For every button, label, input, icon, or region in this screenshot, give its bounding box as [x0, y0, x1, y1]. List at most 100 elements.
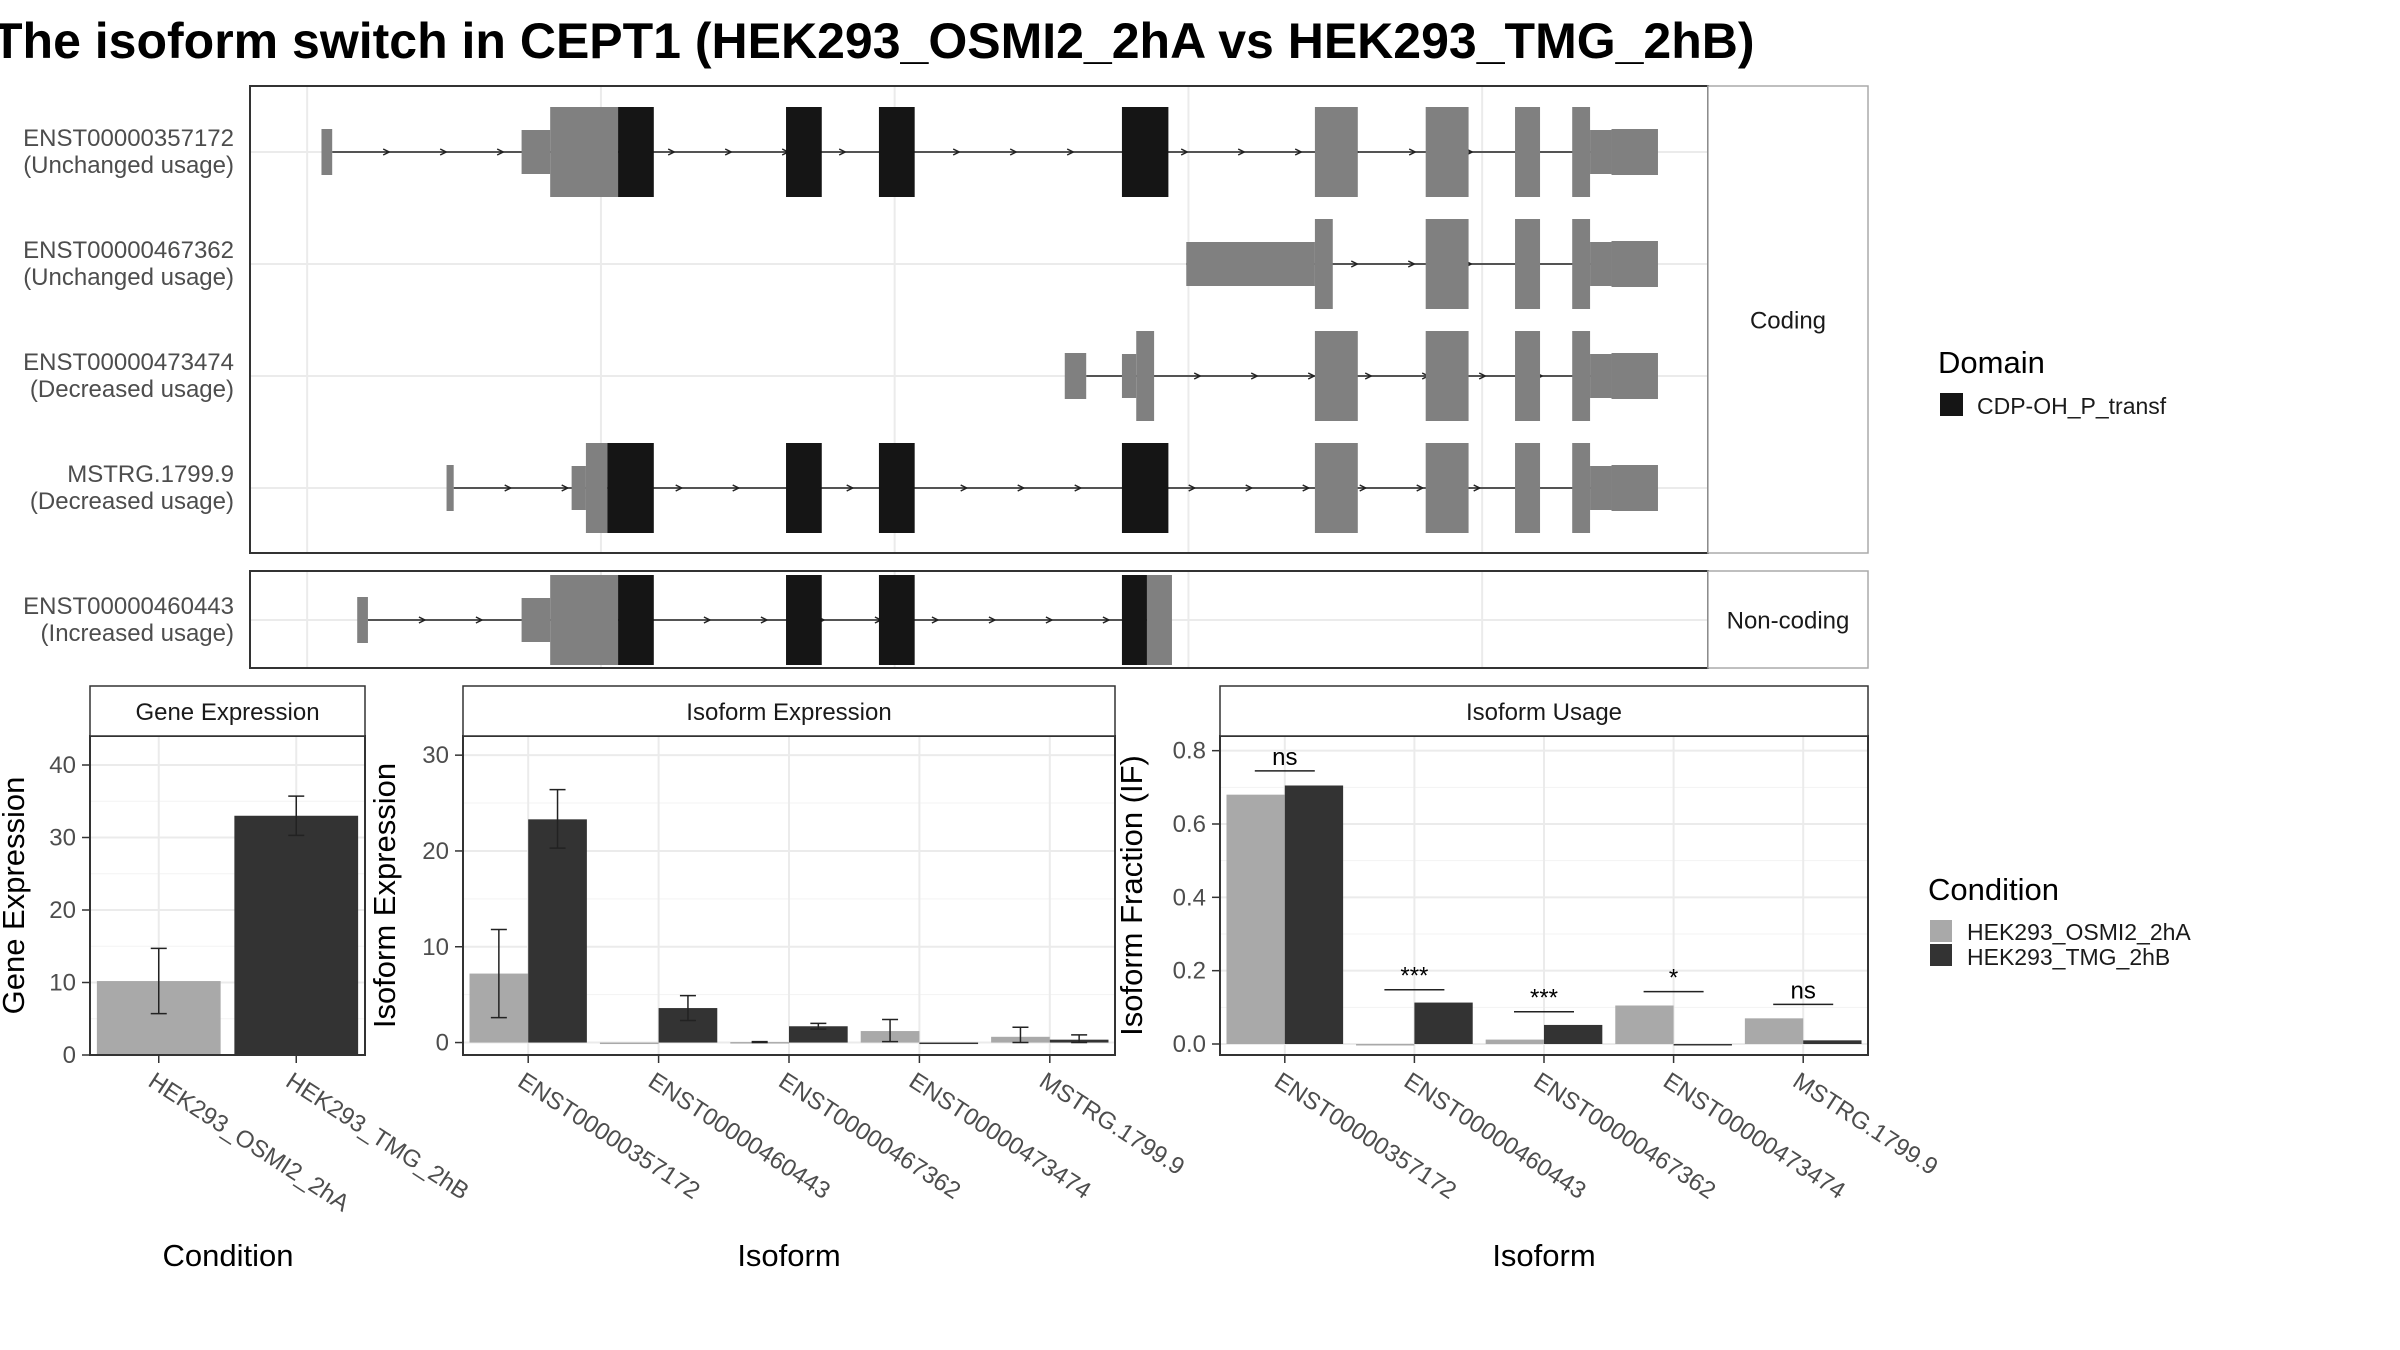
x-axis-title: Isoform: [1492, 1238, 1595, 1273]
x-axis-title: Isoform: [737, 1238, 840, 1273]
intron-arrow: [1180, 148, 1189, 156]
exon-utr: [1314, 219, 1333, 309]
exon-utr: [1572, 443, 1591, 533]
intron-arrow: [496, 148, 505, 156]
y-axis-title: Gene Expression: [0, 777, 31, 1015]
intron-arrow: [1307, 372, 1316, 380]
exon-utr: [1590, 130, 1612, 174]
exon-coding-domain: [878, 443, 915, 533]
exon-utr: [1515, 107, 1541, 197]
y-tick-label: 20: [422, 838, 449, 865]
condition-legend: Condition HEK293_OSMI2_2hA HEK293_TMG_2h…: [1928, 872, 2191, 970]
exon-utr: [1590, 242, 1612, 286]
intron-arrow: [1364, 372, 1373, 380]
intron-arrow: [561, 484, 570, 492]
exon-utr: [1611, 353, 1658, 399]
exon-coding-domain: [607, 443, 654, 533]
significance-label: ns: [1791, 977, 1816, 1004]
intron-arrow: [1350, 260, 1359, 268]
exon-utr: [571, 466, 586, 510]
exon-utr: [1515, 443, 1541, 533]
exon-coding-domain: [878, 575, 915, 665]
y-tick-label: 30: [422, 742, 449, 769]
bar-panel-isoform-expression: Isoform Expression 0 10 20 30 Isoform Express…: [367, 685, 1189, 1273]
exon-utr: [1611, 241, 1658, 287]
exon-utr: [1515, 219, 1541, 309]
exon-utr: [321, 129, 333, 175]
intron-arrow: [1009, 148, 1018, 156]
exon-utr: [1064, 353, 1087, 399]
intron-arrow: [1407, 260, 1416, 268]
bar: [1673, 1044, 1732, 1046]
intron-arrow: [732, 484, 741, 492]
y-tick-label: 0: [63, 1042, 76, 1069]
bar-panel-strip-label: Gene Expression: [135, 699, 319, 726]
exon-utr: [1611, 465, 1658, 511]
exon-utr: [1425, 443, 1469, 533]
intron-arrow: [382, 148, 391, 156]
exon-utr: [550, 575, 619, 665]
intron-arrow: [1074, 484, 1083, 492]
significance-label: ***: [1530, 985, 1558, 1012]
structure-strip: [1707, 85, 1869, 554]
exon-coding-domain: [1121, 575, 1147, 665]
structure-strip-label: Non-coding: [1727, 608, 1850, 635]
intron-arrow: [418, 616, 427, 624]
y-tick-label: 0.8: [1173, 738, 1206, 765]
exon-utr: [1572, 331, 1591, 421]
transcript-usage-label: (Decreased usage): [30, 488, 234, 515]
intron-arrow: [988, 616, 997, 624]
exon-coding-domain: [786, 575, 822, 665]
intron-arrow: [1066, 148, 1075, 156]
intron-arrow: [1478, 372, 1487, 380]
exon-coding-domain: [618, 107, 654, 197]
y-tick-label: 0.6: [1173, 811, 1206, 838]
domain-legend-title: Domain: [1938, 345, 2045, 380]
exon-utr: [357, 597, 368, 643]
exon-utr: [1146, 575, 1172, 665]
intron-arrow: [1359, 484, 1368, 492]
intron-arrow: [1045, 616, 1054, 624]
transcript-MSTRG.1799.9: MSTRG.1799.9(Decreased usage): [30, 443, 1658, 533]
bar: [1744, 1018, 1804, 1044]
bar-panel-strip: [462, 685, 1116, 737]
intron-arrow: [504, 484, 513, 492]
exon-utr: [1314, 331, 1358, 421]
y-axis-title: Isoform Fraction (IF): [1114, 755, 1149, 1036]
structure-strip: [1707, 570, 1869, 669]
bar: [1356, 1044, 1415, 1046]
intron-arrow: [1245, 484, 1254, 492]
bar: [1803, 1040, 1862, 1044]
intron-arrow: [1302, 484, 1311, 492]
bar: [919, 1042, 979, 1045]
intron-arrow: [1408, 148, 1417, 156]
transcript-ENST00000357172: ENST00000357172(Unchanged usage): [23, 107, 1658, 197]
bar: [1544, 1024, 1603, 1044]
bar: [234, 815, 359, 1055]
transcript-ENST00000460443: ENST00000460443(Increased usage): [23, 575, 1172, 665]
exon-utr: [1425, 107, 1469, 197]
intron-arrow: [675, 484, 684, 492]
intron-arrow: [1416, 484, 1425, 492]
exon-utr: [1136, 331, 1155, 421]
transcript-id-label: ENST00000357172: [23, 125, 234, 152]
exon-coding-domain: [878, 107, 915, 197]
intron-arrow: [1237, 148, 1246, 156]
intron-arrow: [1294, 148, 1303, 156]
y-tick-label: 0.4: [1173, 884, 1206, 911]
exon-utr: [1314, 107, 1358, 197]
condition-legend-label-a: HEK293_OSMI2_2hA: [1967, 919, 2191, 945]
exon-utr: [1121, 354, 1137, 398]
y-tick-label: 0.0: [1173, 1031, 1206, 1058]
y-tick-label: 0.2: [1173, 958, 1206, 985]
bar: [599, 1042, 659, 1045]
transcript-ENST00000473474: ENST00000473474(Decreased usage): [23, 331, 1658, 421]
bar: [528, 819, 587, 1043]
exon-utr: [1314, 443, 1358, 533]
intron-arrow: [931, 616, 940, 624]
y-tick-label: 30: [49, 825, 76, 852]
